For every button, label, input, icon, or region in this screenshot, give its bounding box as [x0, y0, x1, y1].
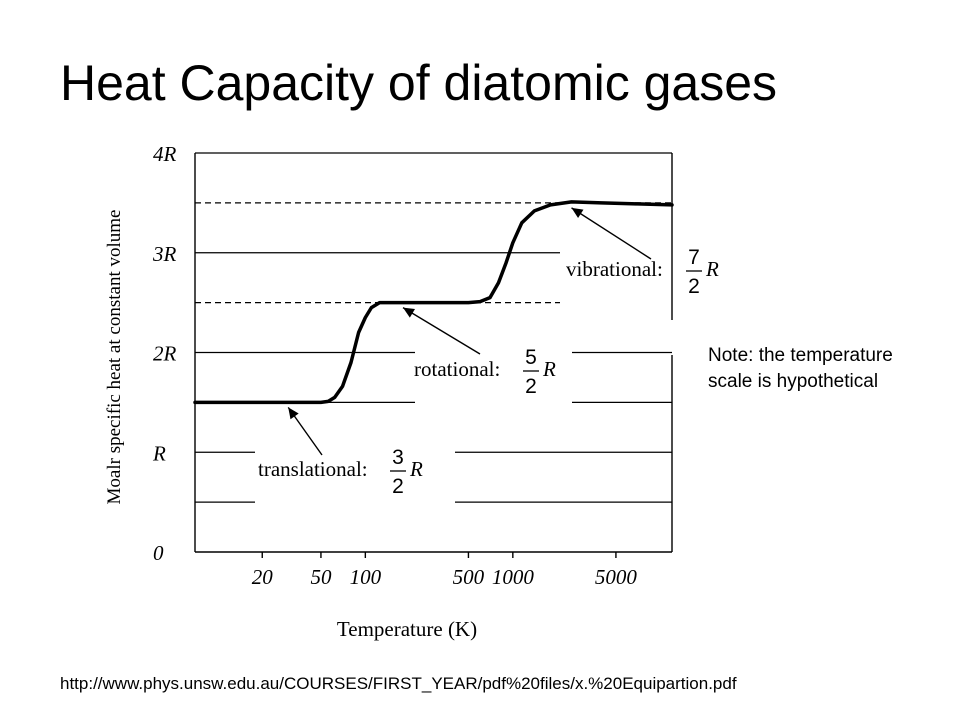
- slide-title: Heat Capacity of diatomic gases: [60, 55, 778, 111]
- annotation-arrow: [571, 207, 652, 260]
- annotation-unit: R: [409, 457, 423, 481]
- x-axis-label: Temperature (K): [337, 617, 477, 641]
- annotation-label: rotational:: [414, 357, 500, 381]
- x-tick-label: 1000: [492, 565, 535, 589]
- x-tick-label: 5000: [595, 565, 638, 589]
- x-tick-label: 500: [453, 565, 485, 589]
- y-tick-label: R: [152, 441, 166, 465]
- heat-capacity-curve: [193, 200, 674, 405]
- annotation-fraction-denominator: 2: [525, 375, 537, 398]
- annotation-arrowhead: [402, 307, 415, 318]
- annotation-arrowhead: [571, 207, 584, 219]
- y-tick-label: 0: [153, 541, 164, 565]
- annotation-fraction-denominator: 2: [688, 275, 700, 298]
- annotation: rotational: 5 2R: [402, 307, 556, 398]
- source-url: http://www.phys.unsw.edu.au/COURSES/FIRS…: [60, 674, 737, 693]
- grid-layer: [195, 252, 672, 503]
- y-tick-label: 4R: [153, 142, 177, 166]
- annotation: vibrational: 7 2R: [566, 207, 719, 298]
- annotation-label: vibrational:: [566, 257, 663, 281]
- annotation-unit: R: [542, 357, 556, 381]
- annotation-arrowhead: [288, 407, 299, 420]
- annotation-arrow: [402, 307, 481, 355]
- x-tick-label: 20: [252, 565, 274, 589]
- annotation-fraction-denominator: 2: [392, 475, 404, 498]
- x-tick-label: 50: [310, 565, 332, 589]
- annotation-label: translational:: [258, 457, 368, 481]
- annotation-fraction-numerator: 5: [525, 346, 537, 369]
- y-tick-label: 2R: [153, 342, 177, 366]
- annotation-fraction-numerator: 7: [688, 246, 700, 269]
- axes-layer: [194, 152, 673, 558]
- y-tick-labels: 0 R 2R 3R 4R: [152, 142, 177, 565]
- y-axis-label: Moalr specific heat at constant volume: [104, 210, 125, 505]
- y-tick-label: 3R: [152, 242, 177, 266]
- annotation-unit: R: [705, 257, 719, 281]
- annotation-fraction-numerator: 3: [392, 446, 404, 469]
- x-tick-labels: 20 50 100 500 1000 5000: [252, 565, 638, 589]
- scale-note: Note: the temperature scale is hypotheti…: [708, 345, 893, 392]
- annotation: translational: 3 2R: [258, 406, 423, 498]
- x-tick-label: 100: [350, 565, 382, 589]
